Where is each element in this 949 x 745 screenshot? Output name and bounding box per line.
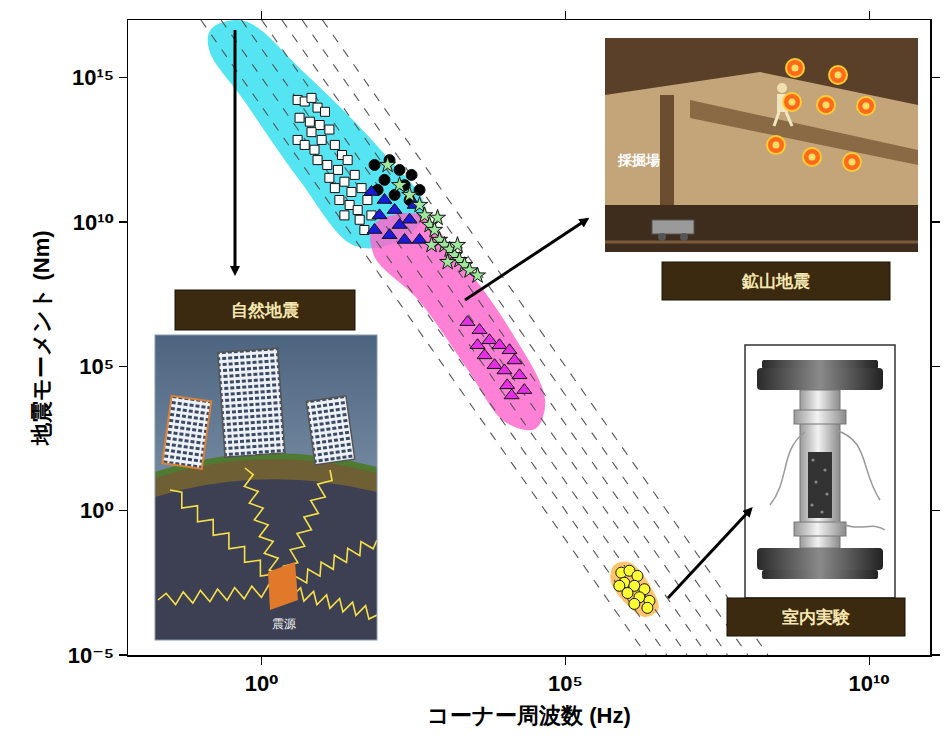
svg-text:震源: 震源: [272, 617, 296, 631]
svg-text:10⁵: 10⁵: [79, 354, 114, 379]
svg-text:10⁻⁵: 10⁻⁵: [68, 643, 114, 668]
svg-text:10¹⁰: 10¹⁰: [849, 671, 890, 696]
svg-text:10⁰: 10⁰: [245, 671, 279, 696]
svg-text:採掘場: 採掘場: [617, 152, 660, 168]
svg-text:10⁵: 10⁵: [548, 671, 583, 696]
svg-text:鉱山地震: 鉱山地震: [741, 272, 810, 291]
svg-text:自然地震: 自然地震: [231, 301, 299, 320]
svg-text:室内実験: 室内実験: [782, 608, 851, 627]
svg-text:10¹⁰: 10¹⁰: [73, 210, 114, 235]
svg-text:コーナー周波数 (Hz): コーナー周波数 (Hz): [427, 703, 631, 728]
svg-text:地震モーメント (Nm): 地震モーメント (Nm): [29, 230, 54, 445]
svg-text:10¹⁵: 10¹⁵: [72, 65, 114, 90]
svg-text:10⁰: 10⁰: [80, 498, 114, 523]
